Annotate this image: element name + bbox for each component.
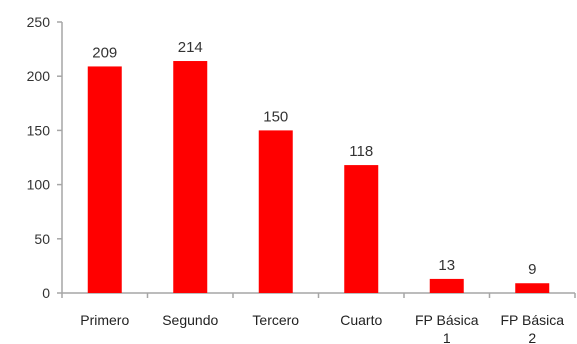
y-tick-label: 250 — [27, 14, 51, 30]
data-label: 150 — [263, 108, 288, 125]
y-tick-label: 50 — [34, 231, 50, 247]
bar — [429, 278, 464, 293]
bar — [344, 165, 379, 293]
y-tick-label: 100 — [27, 177, 51, 193]
data-label: 13 — [438, 257, 455, 274]
bars — [87, 61, 550, 293]
x-tick-label: Segundo — [162, 312, 218, 328]
x-tick-label: 1 — [443, 330, 451, 344]
labels: 0 50 100 150 200 250 209 Primero 214 Segundo 150 Te… — [27, 14, 565, 344]
data-label: 118 — [349, 143, 373, 160]
x-tick-label: FP Básica — [500, 312, 564, 328]
y-tick-label: 0 — [42, 285, 50, 301]
data-label: 9 — [528, 261, 536, 278]
axes — [57, 21, 576, 298]
x-tick-label: FP Básica — [415, 312, 479, 328]
y-tick-label: 150 — [27, 122, 51, 138]
bar — [258, 130, 293, 293]
x-tick-label: Cuarto — [340, 312, 382, 328]
bar — [173, 61, 208, 293]
data-label: 214 — [178, 39, 203, 56]
data-label: 209 — [92, 44, 117, 61]
y-tick-label: 200 — [27, 68, 51, 84]
bar — [87, 66, 122, 293]
bar — [515, 283, 550, 293]
x-tick-label: Primero — [80, 312, 129, 328]
x-tick-label: Tercero — [252, 312, 299, 328]
x-tick-label: 2 — [528, 330, 536, 344]
